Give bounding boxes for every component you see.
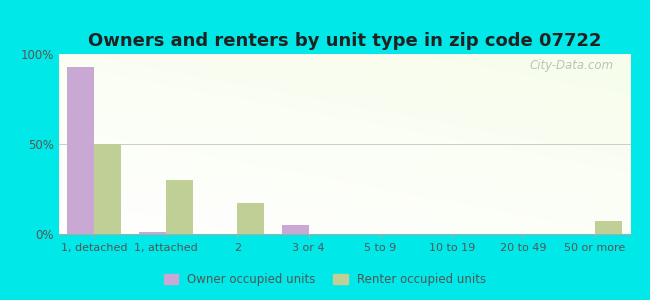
Bar [67, 67, 94, 234]
Bar [94, 144, 122, 234]
Title: Owners and renters by unit type in zip code 07722: Owners and renters by unit type in zip c… [88, 32, 601, 50]
Text: City-Data.com: City-Data.com [529, 59, 614, 72]
Bar [281, 225, 309, 234]
Legend: Owner occupied units, Renter occupied units: Owner occupied units, Renter occupied un… [159, 269, 491, 291]
Bar [595, 221, 622, 234]
Bar [166, 180, 193, 234]
Bar [237, 203, 265, 234]
Bar [138, 232, 166, 234]
